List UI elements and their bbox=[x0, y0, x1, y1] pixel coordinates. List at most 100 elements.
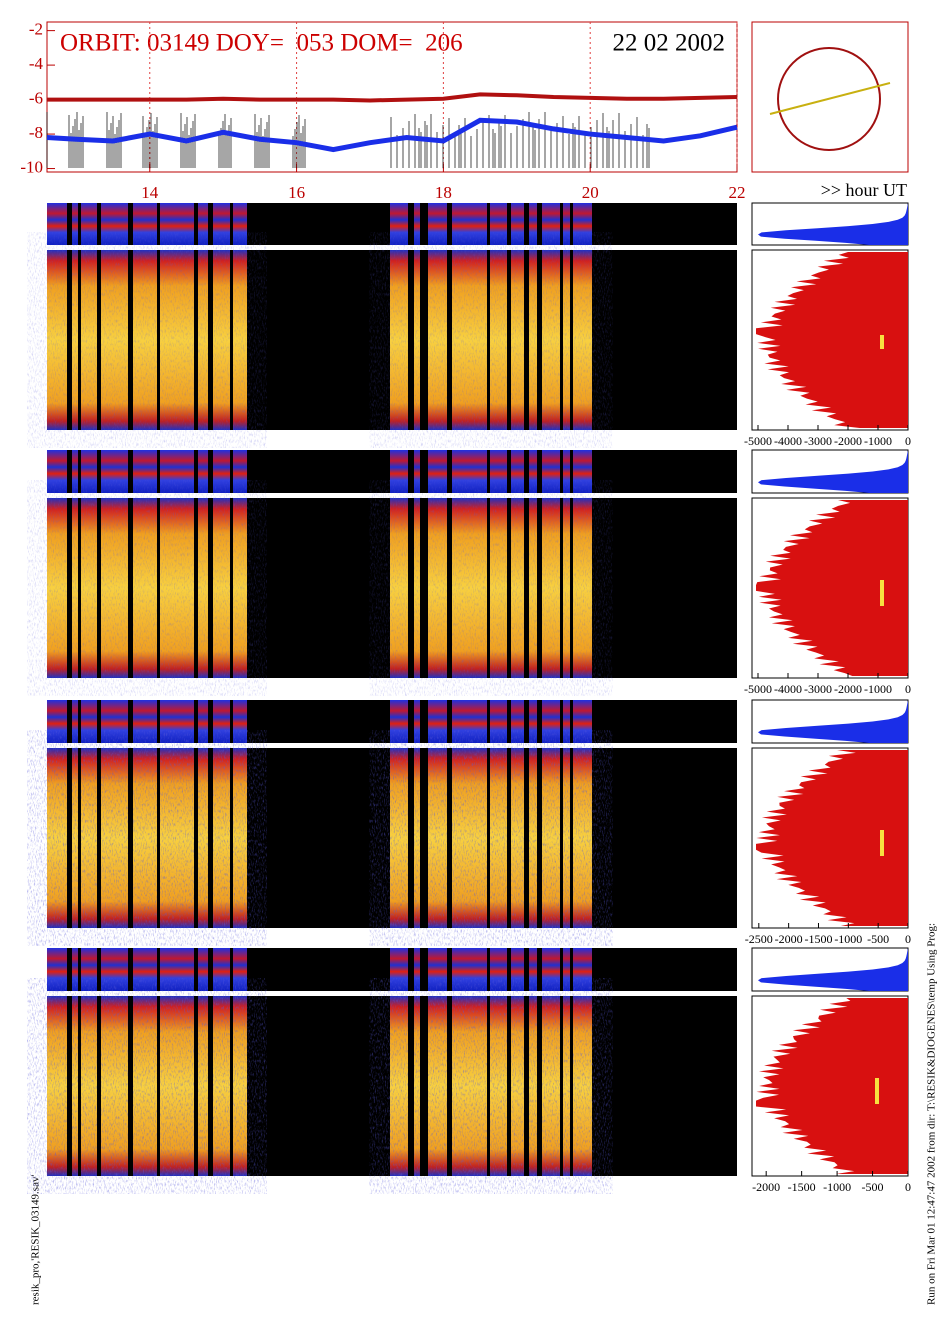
orbit-circle bbox=[777, 47, 881, 151]
data-gap bbox=[408, 996, 414, 1176]
data-gap bbox=[447, 203, 452, 245]
data-gap bbox=[408, 748, 414, 928]
data-gap bbox=[408, 450, 414, 493]
x-tick-label: 0 bbox=[905, 1180, 911, 1194]
hist-blue bbox=[758, 948, 908, 991]
data-gap bbox=[420, 948, 428, 991]
data-gap bbox=[487, 250, 490, 430]
data-gap bbox=[560, 996, 563, 1176]
data-gap bbox=[408, 498, 414, 678]
data-gap bbox=[194, 250, 198, 430]
data-gap bbox=[408, 700, 414, 743]
data-gap bbox=[194, 948, 198, 991]
data-gap bbox=[560, 948, 563, 991]
data-gap bbox=[97, 250, 101, 430]
data-gap bbox=[230, 748, 233, 928]
data-gap bbox=[194, 700, 198, 743]
panels: -5000 -4000 -3000 -2000 -1000 0-5000 -4000 -300… bbox=[47, 202, 911, 1194]
data-gap bbox=[208, 450, 213, 493]
y-tick-label: -8 bbox=[29, 123, 43, 142]
y-tick-label: -4 bbox=[29, 54, 44, 73]
x-tick-label: 22 bbox=[729, 183, 746, 202]
x-tick-label: 20 bbox=[582, 183, 599, 202]
orbit-track bbox=[769, 82, 891, 115]
data-gap bbox=[487, 748, 490, 928]
x-tick-label: -5000 bbox=[744, 682, 772, 696]
data-gap bbox=[537, 498, 542, 678]
spectrogram-noise bbox=[47, 748, 247, 928]
data-gap bbox=[67, 700, 72, 743]
data-gap bbox=[230, 498, 233, 678]
orbit-frame bbox=[751, 21, 909, 173]
x-tick-label: -2500 bbox=[745, 932, 773, 946]
data-gap bbox=[487, 700, 490, 743]
x-tick-label: -4000 bbox=[774, 682, 802, 696]
data-gap bbox=[537, 700, 542, 743]
data-gap bbox=[420, 996, 428, 1176]
data-gap bbox=[128, 203, 133, 245]
data-gap bbox=[194, 996, 198, 1176]
data-gap bbox=[208, 948, 213, 991]
x-tick-label: -2000 bbox=[775, 932, 803, 946]
y-tick-label: -2 bbox=[29, 20, 43, 39]
run-info: Run on Fri Mar 01 12:47:47 2002 from dir… bbox=[926, 923, 938, 1305]
data-gap bbox=[420, 250, 428, 430]
data-gap bbox=[128, 450, 133, 493]
x-tick-label: 14 bbox=[141, 183, 159, 202]
data-gap bbox=[67, 748, 72, 928]
data-gap bbox=[420, 498, 428, 678]
hist-red bbox=[756, 998, 908, 1174]
data-gap bbox=[507, 948, 511, 991]
x-tick-label: 16 bbox=[288, 183, 305, 202]
data-gap bbox=[524, 203, 529, 245]
x-tick-label: 18 bbox=[435, 183, 452, 202]
data-gap bbox=[570, 498, 573, 678]
spectrogram-strip bbox=[47, 948, 247, 991]
data-gap bbox=[157, 996, 160, 1176]
data-gap bbox=[507, 450, 511, 493]
x-tick-label: -3000 bbox=[804, 682, 832, 696]
data-gap bbox=[560, 498, 563, 678]
data-gap bbox=[560, 700, 563, 743]
x-tick-label: -3000 bbox=[804, 434, 832, 448]
data-gap bbox=[524, 700, 529, 743]
data-gap bbox=[487, 996, 490, 1176]
hist-marker bbox=[880, 335, 884, 349]
data-gap bbox=[570, 250, 573, 430]
data-gap bbox=[78, 450, 81, 493]
x-tick-label: -4000 bbox=[774, 434, 802, 448]
data-gap bbox=[507, 498, 511, 678]
x-tick-label: -500 bbox=[862, 1180, 884, 1194]
data-gap bbox=[78, 250, 81, 430]
y-tick-label: -10 bbox=[20, 157, 43, 176]
data-gap bbox=[487, 203, 490, 245]
data-gap bbox=[537, 748, 542, 928]
data-gap bbox=[570, 996, 573, 1176]
data-gap bbox=[67, 948, 72, 991]
x-tick-label: -1000 bbox=[823, 1180, 851, 1194]
data-gap bbox=[537, 450, 542, 493]
data-gap bbox=[537, 203, 542, 245]
x-tick-label: -5000 bbox=[744, 434, 772, 448]
data-gap bbox=[128, 948, 133, 991]
series-line bbox=[47, 92, 738, 103]
data-gap bbox=[524, 748, 529, 928]
data-gap bbox=[208, 700, 213, 743]
hist-marker bbox=[875, 1078, 879, 1104]
data-gap bbox=[230, 948, 233, 991]
data-gap bbox=[560, 450, 563, 493]
data-gap bbox=[524, 948, 529, 991]
data-gap bbox=[447, 748, 452, 928]
data-gap bbox=[230, 203, 233, 245]
hist-marker bbox=[880, 580, 884, 606]
data-gap bbox=[78, 498, 81, 678]
data-gap bbox=[507, 748, 511, 928]
spectrogram-noise bbox=[47, 996, 247, 1176]
data-gap bbox=[487, 948, 490, 991]
data-gap bbox=[230, 700, 233, 743]
data-gap bbox=[157, 948, 160, 991]
data-gap bbox=[157, 748, 160, 928]
data-gap bbox=[408, 948, 414, 991]
data-gap bbox=[78, 748, 81, 928]
